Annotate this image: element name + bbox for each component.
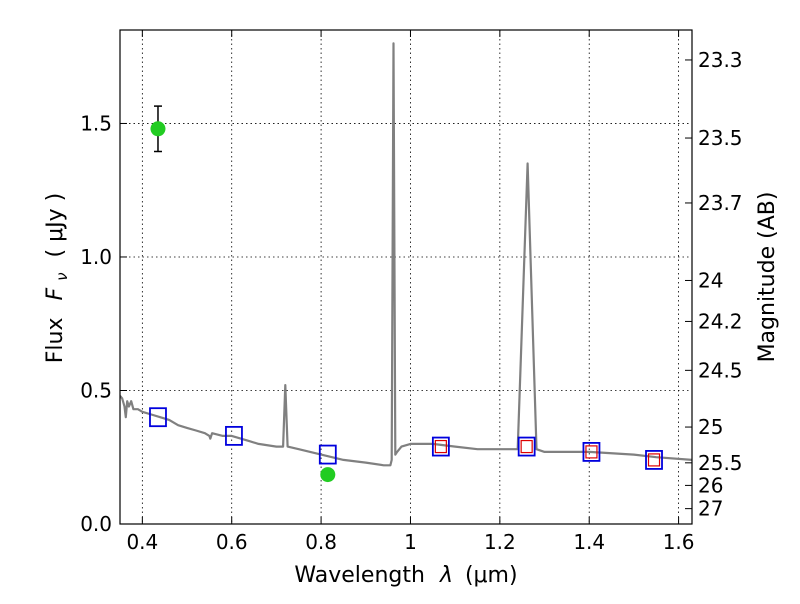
model-box [517,436,536,457]
observed-point [150,121,166,137]
right-tick-label: 23.3 [698,48,743,72]
y-tick-label: 1.5 [80,111,112,135]
model-box [582,442,601,462]
spectrum-layer [120,42,692,467]
y-axis-label-main: Flux [43,317,68,363]
right-tick-label: 24.5 [698,358,743,382]
right-tick-label: 24.2 [698,309,743,333]
inner-box [434,439,447,454]
spectrum-line [120,42,692,467]
y-axis-label-unit: ( μJy ) [43,193,68,258]
x-tick-label: 0.8 [305,530,337,554]
x-tick-label: 1.6 [663,530,695,554]
x-tick-label: 0.6 [216,530,248,554]
y-tick-label: 0.0 [80,512,112,536]
x-axis-label-symbol: λ [439,563,453,588]
y-axis-label-subscript: ν [53,272,71,280]
y-axis-label: Flux F ν ( μJy ) [43,193,73,363]
plot-frame [119,29,693,525]
model-box [645,450,663,470]
right-tick-label: 27 [698,497,723,521]
right-axis-label: Magnitude (AB) [755,192,780,363]
x-tick-label: 1.2 [484,530,516,554]
marker-layer [149,105,663,483]
x-tick-label: 1.4 [573,530,605,554]
x-axis-label-main: Wavelength [294,563,425,588]
model-box [431,436,450,457]
axes-layer: 0.4 0.6 0.8 1 1.2 1.4 1.6 0.0 0.5 1.0 1.5 23.3 23.5 2… [80,30,743,554]
right-tick-label: 26 [698,473,723,497]
right-tick-label: 23.7 [698,191,743,215]
right-tick-label: 25 [698,415,723,439]
inner-box [585,445,598,459]
inner-box [647,453,661,467]
x-tick-label: 1 [404,530,417,554]
y-tick-label: 1.0 [80,245,112,269]
right-tick-label: 23.5 [698,126,743,150]
right-tick-label: 25.5 [698,451,743,475]
model-box [149,407,167,428]
model-box [318,444,337,465]
x-axis-label: Wavelength λ (μm) [294,563,517,588]
model-box [225,425,243,446]
y-axis-label-symbol: F [43,287,68,300]
observed-point [320,467,336,483]
inner-box [520,439,533,454]
right-tick-label: 24 [698,268,723,292]
y-tick-label: 0.5 [80,378,112,402]
x-axis-label-unit: (μm) [465,563,518,588]
x-tick-label: 0.4 [126,530,158,554]
